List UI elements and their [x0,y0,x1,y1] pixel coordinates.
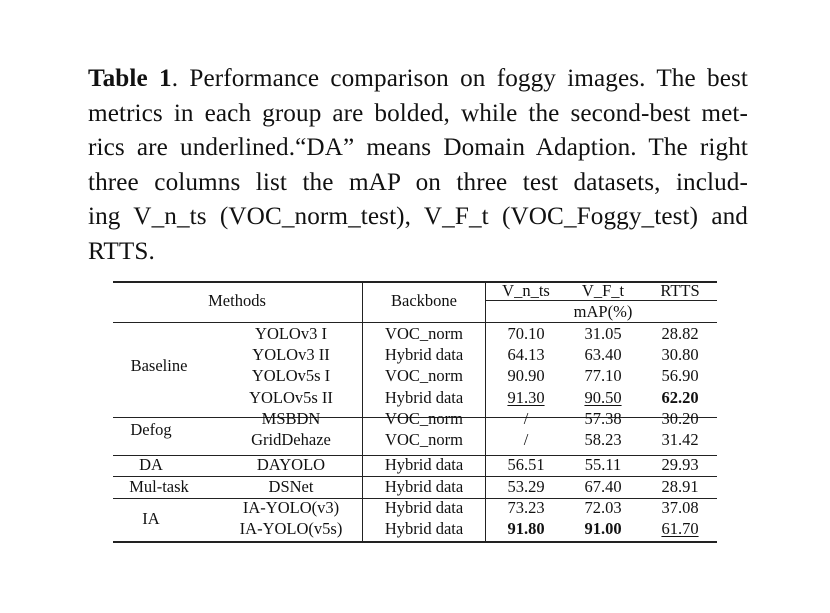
cell-rtts: 30.80 [661,345,699,364]
cell-v-n-ts: 56.51 [507,455,545,474]
cell-method: YOLOv5s I [251,366,331,385]
cell-v-n-ts: 90.90 [507,366,545,385]
caption-line-5: ing V_n_ts (VOC_norm_test), V_F_t (VOC_F… [88,203,748,231]
table-top-rule [113,281,717,283]
cell-v-f-t: 58.23 [584,430,622,449]
cell-method: YOLOv5s II [249,388,333,407]
group-label: DA [139,455,163,474]
cell-v-n-ts: / [523,430,529,449]
cell-backbone: VOC_norm [385,366,463,385]
caption-text-1: . Performance comparison on foggy images… [171,65,748,92]
caption-line-2: metrics in each group are bolded, while … [88,99,748,127]
column-divider [362,281,363,542]
cell-v-n-ts: 73.23 [507,498,545,517]
cell-rtts: 62.20 [661,388,699,407]
cell-rtts: 28.82 [661,324,699,343]
cell-rtts: 30.20 [661,409,699,428]
column-divider [485,281,486,542]
caption-line-6: RTTS. [88,237,155,265]
results-table: Methods Backbone V_n_ts V_F_t RTTS mAP(%… [113,278,717,544]
caption-line-3: rics are underlined.“DA” means Domain Ad… [88,134,748,162]
header-bottom-rule [113,322,717,323]
cell-method: IA-YOLO(v5s) [239,519,343,538]
cell-method: DAYOLO [256,455,326,474]
cell-rtts: 56.90 [661,366,699,385]
cell-backbone: Hybrid data [384,498,464,517]
cell-v-f-t: 90.50 [584,388,622,407]
header-v-n-ts: V_n_ts [502,281,550,300]
cell-v-n-ts: 64.13 [507,345,545,364]
cell-backbone: Hybrid data [384,345,464,364]
cell-rtts: 28.91 [661,477,699,496]
cell-v-f-t: 72.03 [584,498,622,517]
cell-backbone: VOC_norm [385,430,463,449]
cell-v-f-t: 55.11 [584,455,622,474]
group-rule [113,476,717,477]
header-metric: mAP(%) [573,302,633,321]
cell-backbone: Hybrid data [384,455,464,474]
cell-v-f-t: 91.00 [584,519,622,538]
cell-v-n-ts: 53.29 [507,477,545,496]
cell-method: GridDehaze [251,430,331,449]
cell-v-f-t: 63.40 [584,345,622,364]
cell-rtts: 29.93 [661,455,699,474]
group-rule [113,498,717,499]
cell-v-f-t: 57.38 [584,409,622,428]
cell-backbone: Hybrid data [384,477,464,496]
cell-method: DSNet [268,477,314,496]
group-label: Mul-task [129,477,189,496]
cell-v-f-t: 31.05 [584,324,622,343]
cell-method: IA-YOLO(v3) [242,498,340,517]
caption-label: Table 1 [88,65,172,92]
cell-backbone: VOC_norm [385,324,463,343]
table-bottom-rule [113,541,717,543]
group-label: Defog [130,419,172,439]
caption-line-4: three columns list the mAP on three test… [88,168,748,196]
cell-method: YOLOv3 II [252,345,330,364]
group-label: Baseline [130,356,188,375]
header-v-f-t: V_F_t [581,281,625,300]
cell-v-f-t: 67.40 [584,477,622,496]
table-caption: Table 1. Performance comparison on foggy… [88,62,748,270]
cell-rtts: 61.70 [661,519,699,538]
header-rtts: RTTS [660,281,700,300]
cell-backbone: VOC_norm [385,409,463,428]
cell-v-n-ts: / [523,409,529,428]
cell-v-n-ts: 91.80 [507,519,545,538]
caption-line-1: Table 1. Performance comparison on foggy… [88,62,748,97]
cell-v-f-t: 77.10 [584,366,622,385]
group-rule [113,455,717,456]
cell-rtts: 31.42 [661,430,699,449]
cell-backbone: Hybrid data [384,519,464,538]
header-sub-rule [486,300,717,301]
header-backbone: Backbone [391,291,457,310]
cell-v-n-ts: 70.10 [507,324,545,343]
cell-v-n-ts: 91.30 [507,388,545,407]
group-rule [113,417,717,418]
header-methods: Methods [208,291,266,310]
group-label: IA [142,508,160,528]
cell-backbone: Hybrid data [384,388,464,407]
cell-method: MSBDN [261,409,321,428]
cell-method: YOLOv3 I [255,324,327,343]
cell-rtts: 37.08 [661,498,699,517]
